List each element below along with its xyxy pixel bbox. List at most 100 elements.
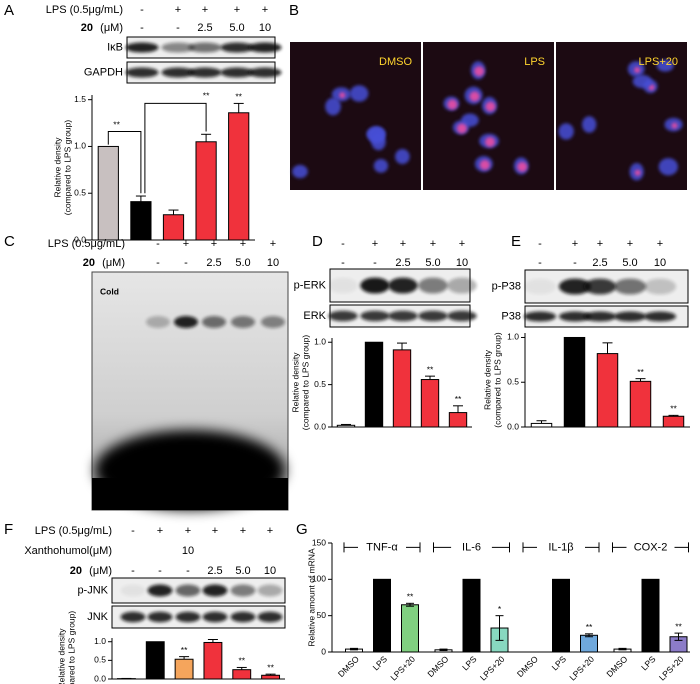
blot-band xyxy=(447,310,477,322)
x-tick-label: LPS xyxy=(460,654,479,673)
bar xyxy=(261,674,281,680)
blot-band xyxy=(257,584,283,597)
x-tick-label: LPS+20 xyxy=(567,654,596,683)
header-cell: 2.5 xyxy=(395,257,410,269)
y-tick-label: 100 xyxy=(312,574,326,584)
y-tick-label: 0.5 xyxy=(507,376,519,386)
header-cell: 5.0 xyxy=(235,565,250,577)
bar xyxy=(401,604,419,653)
nf-kb-signal xyxy=(634,67,641,74)
blot-label: p-JNK xyxy=(77,584,108,596)
x-tick-label: LPS+20 xyxy=(388,654,417,683)
nf-kb-signal xyxy=(339,92,346,99)
x-tick-label: DMSO xyxy=(425,654,450,679)
blot-band xyxy=(188,67,222,78)
blot-band xyxy=(360,277,390,294)
bar xyxy=(420,379,440,428)
header-label: 20 xyxy=(81,22,93,34)
free-probe xyxy=(92,478,288,510)
significance: ** xyxy=(586,622,593,632)
blot-band xyxy=(613,278,647,295)
header-cell: - xyxy=(186,565,190,577)
y-axis-label: Relative density xyxy=(482,349,492,410)
y-axis-label: Relative density xyxy=(52,137,62,198)
blot-band xyxy=(248,67,282,78)
header-cell: - xyxy=(156,238,160,250)
significance: ** xyxy=(181,645,188,655)
blot-label: IκB xyxy=(107,41,123,53)
blot-band xyxy=(147,584,173,597)
nucleus xyxy=(349,85,369,102)
bar xyxy=(392,349,412,428)
y-tick-label: 0.0 xyxy=(94,673,106,683)
gel-band xyxy=(146,316,170,328)
x-tick-label: DMSO xyxy=(515,654,540,679)
header-cell: 2.5 xyxy=(592,257,607,269)
header-cell: 10 xyxy=(654,257,666,269)
y-axis-label: Relative density xyxy=(290,352,300,413)
nf-kb-signal xyxy=(634,169,641,176)
panel-letter: A xyxy=(4,2,14,19)
bar xyxy=(563,336,586,428)
y-axis-label: Relative density xyxy=(56,628,66,684)
blot-band xyxy=(120,611,146,623)
header-cell: 2.5 xyxy=(207,565,222,577)
x-tick-label: LPS+20 xyxy=(478,654,507,683)
header-cell: + xyxy=(372,238,378,250)
group-label: COX-2 xyxy=(634,541,668,553)
header-cell: 2.5 xyxy=(206,257,221,269)
significance: ** xyxy=(238,656,245,666)
blot-band xyxy=(523,278,557,295)
blot-band xyxy=(161,67,195,78)
bracket-label: ** xyxy=(113,120,120,130)
image-label: LPS xyxy=(524,56,545,68)
nf-kb-signal xyxy=(648,84,655,91)
blot-band xyxy=(388,277,418,294)
header-cell: + xyxy=(459,238,465,250)
bar xyxy=(232,669,252,680)
blot-band xyxy=(447,277,477,294)
header-cell: - xyxy=(140,22,144,34)
blot-band xyxy=(202,611,228,623)
header-cell: 10 xyxy=(264,565,276,577)
bar xyxy=(629,380,652,428)
blot-band xyxy=(202,584,228,597)
bar xyxy=(641,578,660,653)
blot-band xyxy=(643,278,677,295)
bar xyxy=(174,658,194,680)
header-cell: + xyxy=(211,238,217,250)
group-label: TNF-α xyxy=(366,541,398,553)
header-cell: 5.0 xyxy=(425,257,440,269)
nf-kb-signal xyxy=(485,101,496,112)
panel-letter: C xyxy=(4,233,15,250)
bar xyxy=(364,341,384,428)
blot-band xyxy=(230,611,256,623)
x-tick-label: LPS xyxy=(371,654,390,673)
header-label: 20 xyxy=(83,257,95,269)
blot-band xyxy=(125,42,159,53)
header-cell: - xyxy=(140,4,144,16)
header-cell: 5.0 xyxy=(622,257,637,269)
blot-band xyxy=(360,310,390,322)
header-unit: (μM) xyxy=(102,257,125,269)
header-cell: - xyxy=(131,525,135,537)
gel-band xyxy=(202,316,226,328)
blot-band xyxy=(583,278,617,295)
blot-band xyxy=(188,42,222,53)
header-label: LPS (0.5μg/mL) xyxy=(48,238,125,250)
bar xyxy=(580,634,598,653)
y-tick-label: 1.0 xyxy=(314,336,326,346)
header-cell: + xyxy=(185,525,191,537)
nucleus xyxy=(292,164,308,179)
y-axis-label: (compared to LPS group) xyxy=(492,332,502,428)
blot-band xyxy=(558,278,592,295)
blot-label: ERK xyxy=(303,310,326,322)
bar xyxy=(195,141,217,241)
blot-band xyxy=(175,584,201,597)
y-tick-label: 1.0 xyxy=(94,636,106,646)
image-label: DMSO xyxy=(379,56,412,68)
y-tick-label: 1.0 xyxy=(507,332,519,342)
blot-band xyxy=(161,42,195,53)
bar xyxy=(162,214,185,241)
panel-letter: F xyxy=(4,521,13,538)
